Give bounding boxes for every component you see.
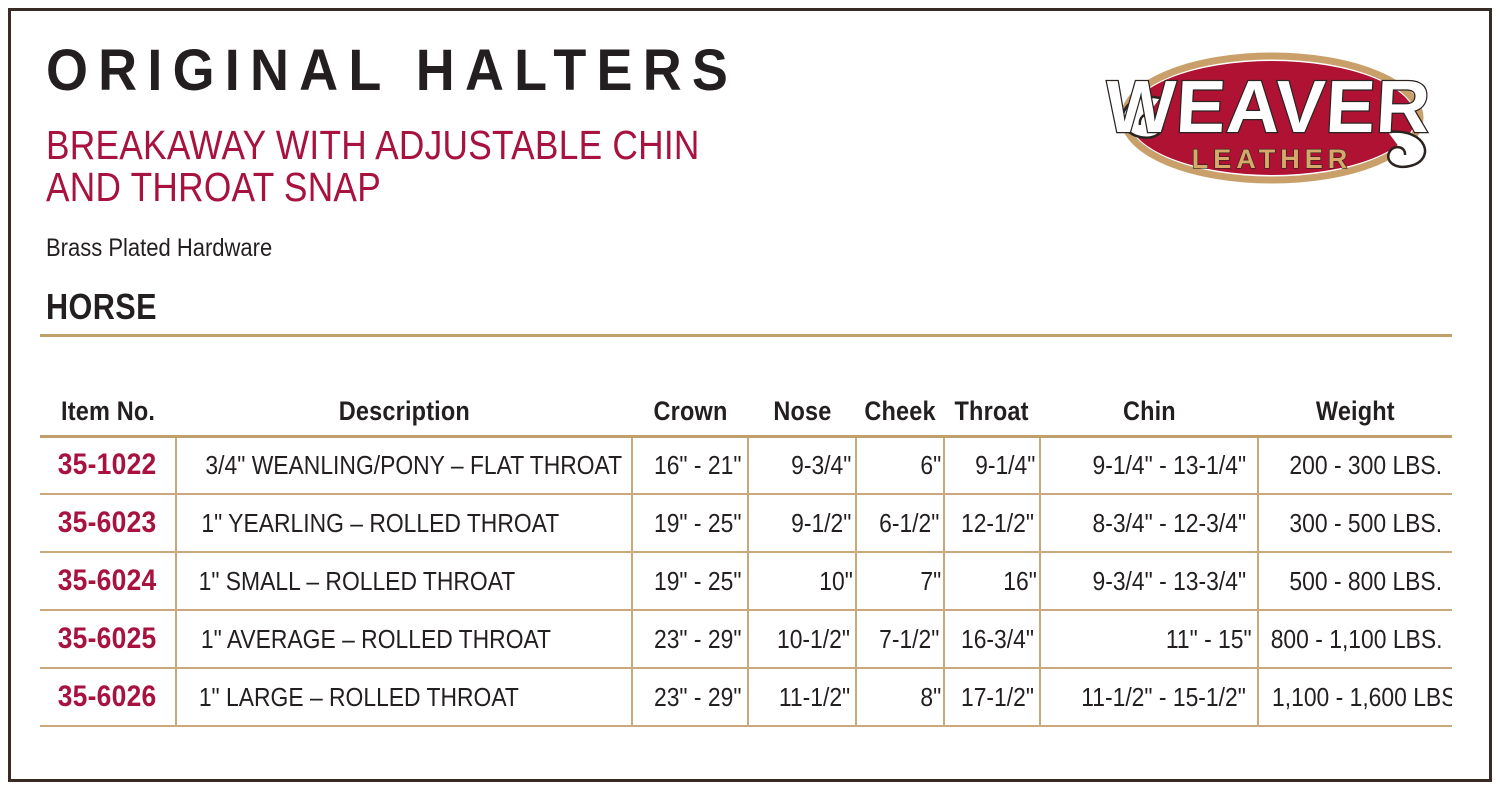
cell-nose: 9-3/4" <box>748 436 857 495</box>
halter-spec-table: Item No. Description Crown Nose Cheek Th… <box>40 388 1452 727</box>
cell-description: 1" LARGE – ROLLED THROAT <box>176 668 633 727</box>
cell-cheek: 7-1/2" <box>856 610 945 669</box>
table-row: 35-6025 1" AVERAGE – ROLLED THROAT 23" -… <box>40 610 1452 669</box>
cell-weight: 500 - 800 LBS. <box>1258 552 1452 611</box>
cell-throat: 16" <box>944 552 1041 611</box>
page-content: WEAVER LEATHER ORIGINAL HALTERS BREAKAWA… <box>40 38 1460 770</box>
cell-description: 3/4" WEANLING/PONY – FLAT THROAT <box>176 436 633 495</box>
cell-nose: 11-1/2" <box>748 668 857 727</box>
cell-cheek: 7" <box>856 552 945 611</box>
table-header-row: Item No. Description Crown Nose Cheek Th… <box>40 388 1452 438</box>
cell-description: 1" YEARLING – ROLLED THROAT <box>176 494 633 553</box>
cell-description: 1" SMALL – ROLLED THROAT <box>176 552 633 611</box>
column-header-chin: Chin <box>1040 388 1258 438</box>
svg-text:LEATHER: LEATHER <box>1192 144 1353 174</box>
column-header-item-no: Item No. <box>40 388 176 438</box>
hardware-note: Brass Plated Hardware <box>46 234 273 262</box>
cell-weight: 300 - 500 LBS. <box>1258 494 1452 553</box>
cell-nose: 9-1/2" <box>748 494 857 553</box>
cell-crown: 19" - 25" <box>632 552 749 611</box>
weaver-leather-logo: WEAVER LEATHER <box>1092 32 1452 212</box>
cell-item-no: 35-6024 <box>40 552 177 611</box>
cell-chin: 9-3/4" - 13-3/4" <box>1040 552 1259 611</box>
cell-chin: 11" - 15" <box>1040 610 1259 669</box>
cell-cheek: 8" <box>856 668 945 727</box>
section-divider-rule <box>40 334 1452 337</box>
page-title: ORIGINAL HALTERS <box>46 38 739 103</box>
cell-weight: 800 - 1,100 LBS. <box>1258 610 1452 669</box>
column-header-nose: Nose <box>748 388 856 438</box>
table-row: 35-6026 1" LARGE – ROLLED THROAT 23" - 2… <box>40 668 1452 727</box>
cell-crown: 16" - 21" <box>632 436 749 495</box>
cell-crown: 23" - 29" <box>632 610 749 669</box>
page-subtitle: BREAKAWAY WITH ADJUSTABLE CHIN AND THROA… <box>46 122 700 210</box>
cell-chin: 9-1/4" - 13-1/4" <box>1040 436 1259 495</box>
column-header-crown: Crown <box>632 388 748 438</box>
cell-weight: 1,100 - 1,600 LBS. <box>1258 668 1452 727</box>
cell-item-no: 35-6026 <box>40 668 177 727</box>
section-heading-horse: HORSE <box>46 286 157 327</box>
cell-throat: 16-3/4" <box>944 610 1041 669</box>
cell-throat: 17-1/2" <box>944 668 1041 727</box>
cell-throat: 9-1/4" <box>944 436 1041 495</box>
cell-nose: 10" <box>748 552 857 611</box>
table-row: 35-1022 3/4" WEANLING/PONY – FLAT THROAT… <box>40 436 1452 495</box>
column-header-throat: Throat <box>944 388 1040 438</box>
cell-nose: 10-1/2" <box>748 610 857 669</box>
column-header-description: Description <box>176 388 632 438</box>
column-header-cheek: Cheek <box>856 388 944 438</box>
cell-chin: 11-1/2" - 15-1/2" <box>1040 668 1259 727</box>
table-row: 35-6024 1" SMALL – ROLLED THROAT 19" - 2… <box>40 552 1452 611</box>
cell-throat: 12-1/2" <box>944 494 1041 553</box>
cell-chin: 8-3/4" - 12-3/4" <box>1040 494 1259 553</box>
cell-description: 1" AVERAGE – ROLLED THROAT <box>176 610 633 669</box>
cell-item-no: 35-6025 <box>40 610 177 669</box>
svg-text:WEAVER: WEAVER <box>1103 65 1433 148</box>
cell-cheek: 6-1/2" <box>856 494 945 553</box>
cell-crown: 23" - 29" <box>632 668 749 727</box>
cell-item-no: 35-1022 <box>40 436 177 495</box>
cell-cheek: 6" <box>856 436 945 495</box>
cell-weight: 200 - 300 LBS. <box>1258 436 1452 495</box>
column-header-weight: Weight <box>1258 388 1452 438</box>
cell-item-no: 35-6023 <box>40 494 177 553</box>
table-row: 35-6023 1" YEARLING – ROLLED THROAT 19" … <box>40 494 1452 553</box>
cell-crown: 19" - 25" <box>632 494 749 553</box>
